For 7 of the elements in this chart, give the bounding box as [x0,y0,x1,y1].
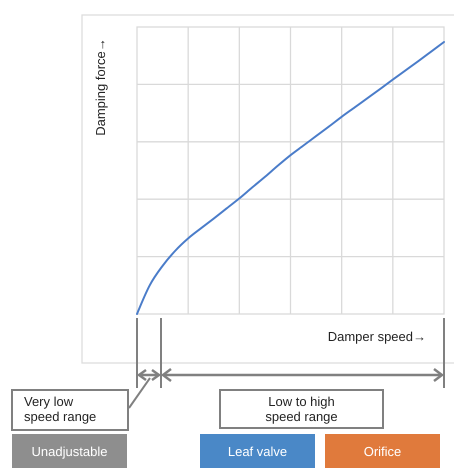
y-axis-title: Damping force→ [93,38,108,136]
text: Unadjustable [32,444,108,459]
text: Orifice [364,444,402,459]
text: Low to high speed range [265,394,338,424]
text: Leaf valve [228,444,288,459]
text: Very low speed range [24,394,96,424]
x-axis-title: Damper speed→ [328,329,426,344]
